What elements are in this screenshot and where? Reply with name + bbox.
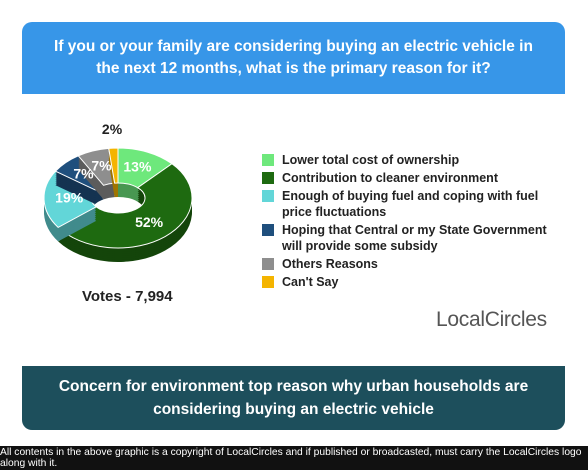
votes: Votes - 7,994 bbox=[82, 288, 173, 305]
value-label: 7% bbox=[91, 158, 112, 174]
legend-item: Can't Say bbox=[262, 274, 552, 290]
legend-swatch bbox=[262, 224, 274, 236]
value-label: 2% bbox=[102, 121, 123, 137]
legend-swatch bbox=[262, 258, 274, 270]
slice bbox=[77, 147, 116, 200]
value-label: 19% bbox=[55, 190, 84, 206]
slice bbox=[57, 163, 193, 262]
slice-top bbox=[108, 147, 119, 184]
legend-swatch bbox=[262, 276, 274, 288]
legend-item: Lower total cost of ownership bbox=[262, 152, 552, 168]
legend-item: Enough of buying fuel and coping with fu… bbox=[262, 188, 552, 220]
legend-label: Hoping that Central or my State Governme… bbox=[282, 223, 547, 253]
logo: LocalCircles bbox=[436, 308, 547, 331]
legend-item: Contribution to cleaner environment bbox=[262, 170, 552, 186]
legend: Lower total cost of ownership Contributio… bbox=[262, 152, 552, 292]
legend-swatch bbox=[262, 154, 274, 166]
value-label: 7% bbox=[73, 165, 94, 181]
legend-swatch bbox=[262, 190, 274, 202]
legend-item: Hoping that Central or my State Governme… bbox=[262, 222, 552, 254]
chart-title: If you or your family are considering bu… bbox=[22, 22, 565, 94]
donut-chart: 13% 52% 19% 7%7% 2% bbox=[43, 121, 193, 262]
slice-top bbox=[57, 163, 193, 249]
slice bbox=[108, 147, 119, 198]
legend-item: Others Reasons bbox=[262, 256, 552, 272]
legend-label: Can't Say bbox=[282, 275, 339, 289]
legend-label: Contribution to cleaner environment bbox=[282, 171, 498, 185]
slice bbox=[54, 155, 105, 204]
legend-label: Enough of buying fuel and coping with fu… bbox=[282, 189, 539, 219]
footer: All contents in the above graphic is a c… bbox=[0, 446, 588, 470]
value-label: 13% bbox=[123, 158, 152, 174]
legend-label: Others Reasons bbox=[282, 257, 378, 271]
legend-swatch bbox=[262, 172, 274, 184]
value-label: 52% bbox=[135, 214, 164, 230]
legend-label: Lower total cost of ownership bbox=[282, 153, 460, 167]
headline: Concern for environment top reason why u… bbox=[22, 366, 565, 430]
